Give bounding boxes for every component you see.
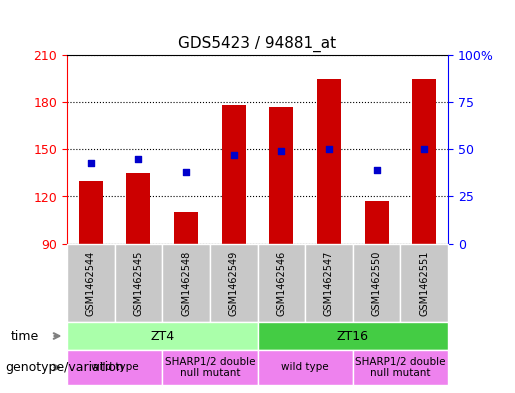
Text: GSM1462547: GSM1462547 [324,250,334,316]
Bar [174,212,198,244]
Text: wild type: wild type [281,362,329,373]
Bar [79,181,102,244]
Text: GSM1462544: GSM1462544 [86,250,96,316]
Point [372,167,381,173]
Bar [222,105,246,244]
Text: SHARP1/2 double
null mutant: SHARP1/2 double null mutant [355,357,445,378]
Bar [413,79,436,244]
Point [277,148,285,154]
Text: ZT16: ZT16 [337,329,369,343]
Bar [317,79,341,244]
Point [134,156,143,162]
Text: ZT4: ZT4 [150,329,174,343]
Text: GSM1462551: GSM1462551 [419,250,429,316]
Text: wild type: wild type [91,362,139,373]
Text: GSM1462549: GSM1462549 [229,250,238,316]
Text: GSM1462548: GSM1462548 [181,250,191,316]
Text: time: time [10,329,39,343]
Point [325,146,333,152]
Bar [269,107,293,244]
Text: GSM1462545: GSM1462545 [133,250,143,316]
Bar [365,201,388,244]
Bar [127,173,150,244]
Point [87,160,95,166]
Point [230,152,238,158]
Point [182,169,190,175]
Text: SHARP1/2 double
null mutant: SHARP1/2 double null mutant [165,357,255,378]
Text: GSM1462550: GSM1462550 [372,250,382,316]
Point [420,146,428,152]
Text: genotype/variation: genotype/variation [5,361,124,374]
Text: GSM1462546: GSM1462546 [277,250,286,316]
Title: GDS5423 / 94881_at: GDS5423 / 94881_at [178,36,337,52]
